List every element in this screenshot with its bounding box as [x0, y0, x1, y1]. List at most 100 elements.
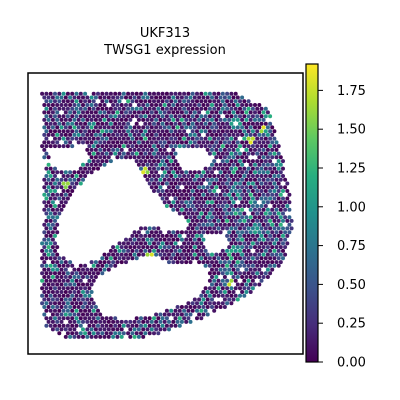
spot-point [134, 121, 139, 126]
spot-point [265, 185, 270, 190]
spot-point [190, 99, 195, 104]
spot-point [72, 125, 77, 130]
spot-point [192, 192, 197, 197]
spot-point [207, 181, 212, 186]
spot-point [57, 301, 62, 306]
spot-point [57, 196, 62, 201]
spot-point [147, 226, 152, 231]
spot-point [160, 174, 165, 178]
spot-point [285, 226, 290, 231]
spot-point [55, 95, 60, 100]
spot-point [270, 215, 275, 220]
spot-point [233, 233, 238, 238]
spot-point [126, 129, 131, 134]
spot-point [218, 192, 223, 197]
spot-point [132, 230, 137, 235]
spot-point [134, 256, 139, 261]
spot-point [78, 91, 83, 96]
spot-point [106, 155, 111, 160]
spot-point [253, 222, 257, 227]
spot-point [248, 215, 253, 220]
spot-point [158, 162, 163, 167]
spot-point [201, 192, 206, 197]
spot-point [190, 106, 195, 111]
spot-point [231, 155, 236, 160]
spot-point [270, 245, 275, 250]
spot-point [169, 166, 174, 171]
spot-point [164, 151, 169, 156]
spot-point [149, 177, 154, 182]
spot-point [63, 192, 68, 197]
spot-point [186, 218, 191, 223]
spot-point [134, 151, 139, 156]
spot-point [76, 110, 81, 115]
spot-point [281, 256, 285, 261]
spot-point [44, 323, 49, 328]
spot-point [164, 196, 169, 201]
spot-point [83, 121, 88, 126]
spot-point [201, 260, 206, 265]
spot-point [128, 110, 133, 115]
spot-point [225, 106, 230, 111]
spot-point [240, 275, 245, 279]
spot-point [199, 241, 204, 246]
spot-point [147, 181, 152, 186]
spot-point [100, 256, 105, 261]
spot-point [113, 91, 118, 96]
spot-point [201, 312, 206, 317]
spot-point [93, 260, 98, 265]
spot-point [42, 95, 47, 100]
spot-point [225, 226, 230, 231]
spot-point [182, 196, 187, 201]
spot-point [87, 316, 92, 321]
spot-point [201, 207, 206, 212]
spot-point [44, 151, 49, 156]
spot-point [184, 95, 189, 100]
spot-point [164, 121, 169, 126]
spot-point [117, 144, 122, 149]
spot-point [227, 252, 232, 257]
spot-point [70, 121, 75, 126]
spot-point [136, 140, 141, 145]
spot-point [85, 297, 90, 302]
spot-point [164, 316, 169, 321]
spot-point [220, 129, 225, 134]
spot-point [154, 125, 159, 130]
spot-point [48, 233, 53, 238]
spot-point [42, 305, 47, 309]
spot-point [164, 189, 169, 193]
spot-point [128, 252, 133, 257]
spot-point [238, 99, 242, 104]
spot-point [48, 218, 53, 223]
spot-point [201, 237, 206, 242]
spot-point [227, 147, 232, 152]
spot-point [108, 136, 113, 141]
spot-point [179, 305, 184, 309]
spot-point [233, 106, 238, 111]
spot-point [188, 252, 193, 257]
spot-point [272, 144, 277, 149]
spot-point [216, 136, 221, 141]
spot-point [242, 263, 247, 268]
spot-point [253, 215, 257, 220]
spot-point [207, 189, 212, 193]
spot-point [231, 110, 236, 115]
spot-point [201, 200, 206, 205]
spot-point [48, 256, 53, 261]
spot-point [184, 177, 189, 182]
spot-point [156, 136, 161, 141]
spot-point [205, 222, 210, 227]
spot-point [229, 166, 234, 171]
spot-point [136, 230, 141, 235]
spot-point [98, 110, 103, 115]
spot-point [156, 121, 161, 126]
spot-point [265, 125, 270, 130]
spot-point [72, 117, 77, 122]
spot-point [164, 308, 169, 313]
spot-point [175, 140, 180, 145]
spot-point [195, 106, 199, 111]
spot-point [143, 144, 148, 149]
spot-point [255, 159, 260, 164]
spot-point [98, 312, 103, 317]
spot-point [59, 200, 64, 205]
